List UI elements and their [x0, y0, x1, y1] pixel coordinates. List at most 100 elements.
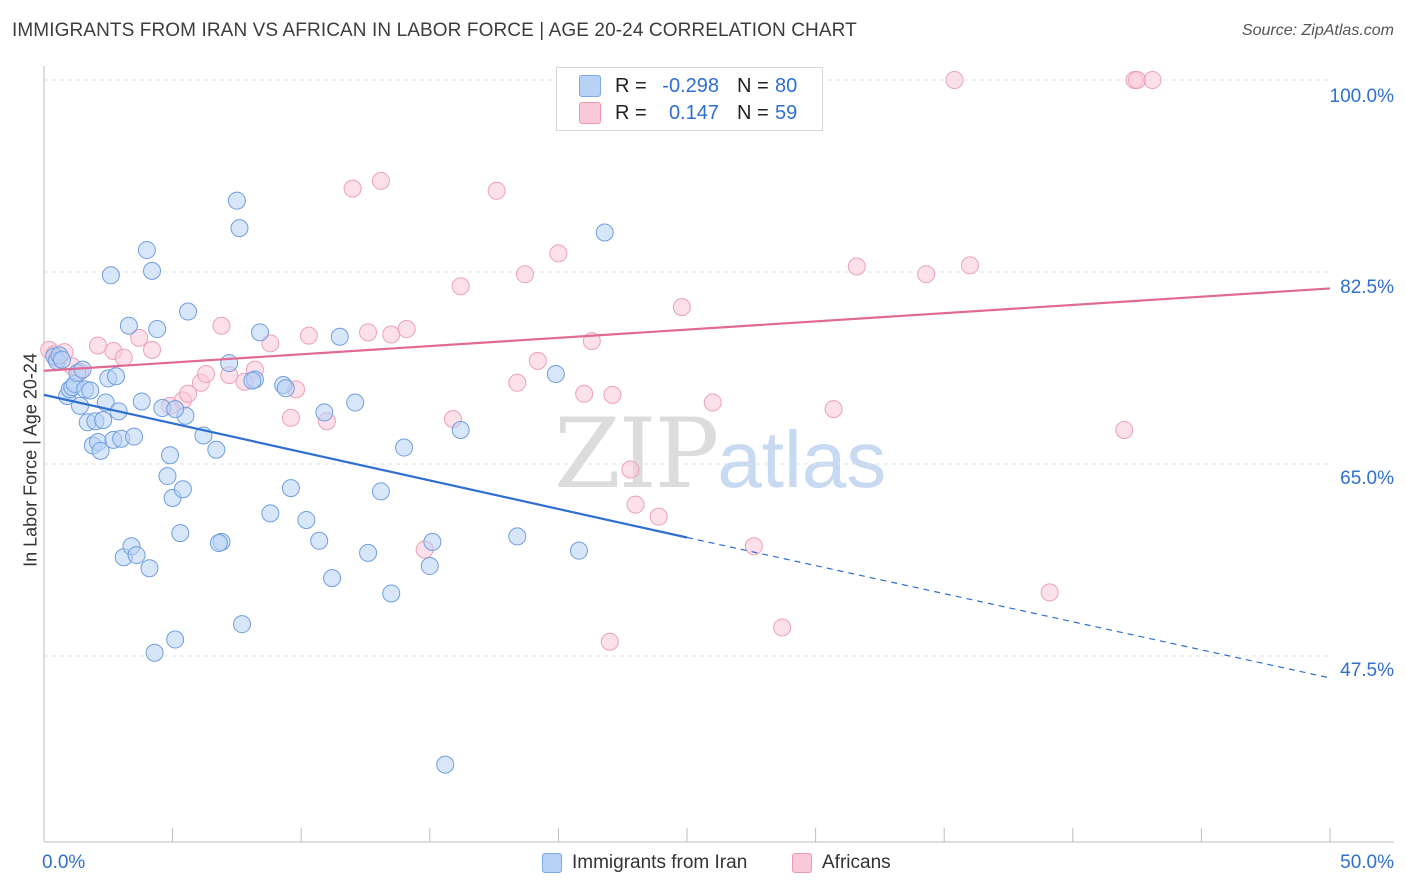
stats-legend-row-africans: R = 0.147 N = 59 — [579, 100, 797, 126]
africans-point — [343, 179, 362, 198]
africans-point — [600, 632, 619, 651]
africans-point — [824, 400, 843, 419]
iran-point — [595, 223, 614, 242]
iran-point — [207, 440, 226, 459]
trend-lines — [43, 287, 1331, 679]
africans-swatch — [579, 102, 601, 124]
n-value: 59 — [775, 101, 798, 124]
africans-point — [773, 618, 792, 637]
iran-swatch — [579, 75, 601, 97]
iran-point — [179, 302, 198, 321]
iran-point — [101, 266, 120, 285]
africans-point — [515, 265, 534, 284]
iran-point — [166, 630, 185, 649]
africans-point — [197, 365, 216, 384]
africans-point — [212, 316, 231, 335]
iran-point — [143, 261, 162, 280]
iran-point — [91, 441, 110, 460]
africans-point — [281, 408, 300, 427]
iran-point — [315, 403, 334, 422]
africans-point — [397, 320, 416, 339]
iran-point — [140, 559, 159, 578]
africans-point — [382, 325, 401, 344]
iran-trend-line — [43, 393, 688, 539]
africans-point — [114, 348, 133, 367]
iran-point — [145, 643, 164, 662]
iran-point — [420, 557, 439, 576]
africans-point — [487, 181, 506, 200]
africans-point — [143, 340, 162, 359]
iran-point — [359, 543, 378, 562]
iran-point — [436, 755, 455, 774]
africans-point — [917, 265, 936, 284]
iran-point — [251, 323, 270, 342]
r-value: -0.298 — [662, 74, 719, 97]
iran-point — [107, 367, 126, 386]
iran-point — [330, 327, 349, 346]
iran-point — [297, 510, 316, 529]
n-value: 80 — [775, 74, 798, 97]
iran-point — [94, 411, 113, 430]
africans-point — [621, 460, 640, 479]
iran-points — [45, 191, 614, 774]
r-value: 0.147 — [668, 101, 719, 124]
iran-point — [243, 371, 262, 390]
africans-point — [508, 373, 527, 392]
africans-legend-swatch — [792, 853, 812, 873]
x-axis-max-label: 50.0% — [1340, 852, 1394, 873]
africans-point — [626, 495, 645, 514]
iran-point — [158, 467, 177, 486]
zipatlas-watermark: ZIPatlas — [554, 398, 886, 510]
iran-point — [233, 615, 252, 634]
africans-point — [299, 326, 318, 345]
y-axis-label: In Labor Force | Age 20-24 — [20, 353, 41, 567]
axes — [43, 66, 1394, 843]
y-tick-82-5: 82.5% — [1340, 277, 1394, 298]
n-label: N = — [737, 101, 769, 124]
africans-point — [1115, 420, 1134, 439]
iran-point — [161, 446, 180, 465]
watermark-atlas: atlas — [717, 415, 887, 504]
africans-point — [1040, 583, 1059, 602]
iran-point — [310, 531, 329, 550]
iran-point — [53, 350, 72, 369]
iran-point — [132, 392, 151, 411]
iran-point — [230, 219, 249, 238]
iran-legend-swatch — [542, 853, 562, 873]
africans-point — [649, 507, 668, 526]
iran-point — [148, 320, 167, 339]
africans-point — [179, 384, 198, 403]
africans-point — [359, 323, 378, 342]
africans-point — [528, 351, 547, 370]
africans-point — [575, 384, 594, 403]
iran-point — [220, 354, 239, 373]
africans-point — [261, 334, 280, 353]
iran-point — [546, 365, 565, 384]
iran-point — [137, 241, 156, 260]
africans-point — [744, 537, 763, 556]
iran-point — [371, 482, 390, 501]
africans-point — [451, 277, 470, 296]
stats-legend: R = -0.298 N = 80 R = 0.147 N = 59 — [556, 67, 823, 131]
africans-trend-line — [43, 287, 1331, 372]
africans-point — [371, 171, 390, 190]
africans-point — [549, 244, 568, 263]
iran-point — [125, 427, 144, 446]
iran-point — [569, 541, 588, 560]
iran-point — [127, 546, 146, 565]
legend-item-africans[interactable]: Africans — [792, 852, 891, 874]
legend-label-africans: Africans — [822, 852, 891, 873]
africans-point — [672, 298, 691, 317]
r-label: R = — [615, 74, 647, 97]
iran-point — [173, 480, 192, 499]
n-label: N = — [737, 74, 769, 97]
iran-point — [508, 527, 527, 546]
africans-point — [130, 328, 149, 347]
africans-point — [960, 256, 979, 275]
legend-item-iran[interactable]: Immigrants from Iran — [542, 852, 747, 874]
iran-point — [323, 569, 342, 588]
iran-trend-extension — [686, 536, 1331, 679]
iran-point — [166, 400, 185, 419]
africans-point — [703, 393, 722, 412]
africans-point — [603, 385, 622, 404]
